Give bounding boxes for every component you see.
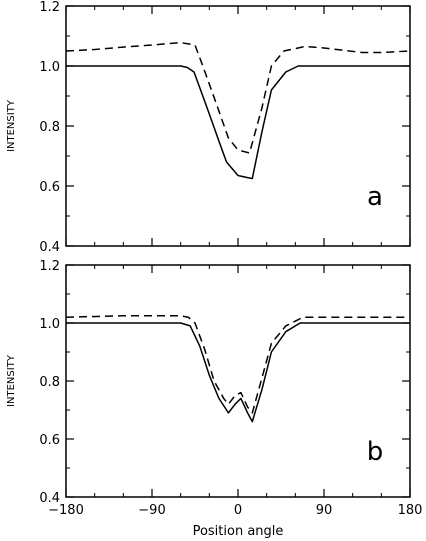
y-tick-label: 0.4 xyxy=(39,491,60,506)
x-axis-title: Position angle xyxy=(193,524,284,539)
y-axis-title: INTENSITY xyxy=(6,99,17,152)
panel-label: b xyxy=(367,437,384,467)
x-tick-label: −90 xyxy=(138,503,165,518)
plot-frame xyxy=(65,264,411,498)
series-line-dashed xyxy=(65,41,411,154)
y-axis-title: INTENSITY xyxy=(6,354,17,407)
x-tick-label: 90 xyxy=(316,503,333,518)
panel-label: a xyxy=(367,182,383,212)
panel-a: 0.4 0.6 0.8 1.0 1.2 INTENSITY a xyxy=(6,0,411,255)
y-tick-label: 0.4 xyxy=(39,240,60,255)
series-line-solid xyxy=(66,65,410,180)
series-line-solid xyxy=(66,322,410,423)
y-tick-label: 1.0 xyxy=(39,60,60,75)
y-tick-label: 1.2 xyxy=(39,0,60,15)
y-tick-label: 0.6 xyxy=(39,433,60,448)
y-tick-label: 0.8 xyxy=(39,375,60,390)
x-tick-label: 180 xyxy=(398,503,423,518)
x-tick-label: 0 xyxy=(234,503,242,518)
y-tick-label: 1.0 xyxy=(39,317,60,332)
y-tick-label: 1.2 xyxy=(39,259,60,274)
x-tick-label: −180 xyxy=(48,503,84,518)
plot-frame xyxy=(65,5,411,247)
panel-b: 0.4 0.6 0.8 1.0 1.2 −180 −90 0 90 180 INTENSITY b xyxy=(6,259,422,518)
series-line-dashed xyxy=(65,315,410,414)
y-tick-label: 0.6 xyxy=(39,180,60,195)
y-tick-label: 0.8 xyxy=(39,120,60,135)
